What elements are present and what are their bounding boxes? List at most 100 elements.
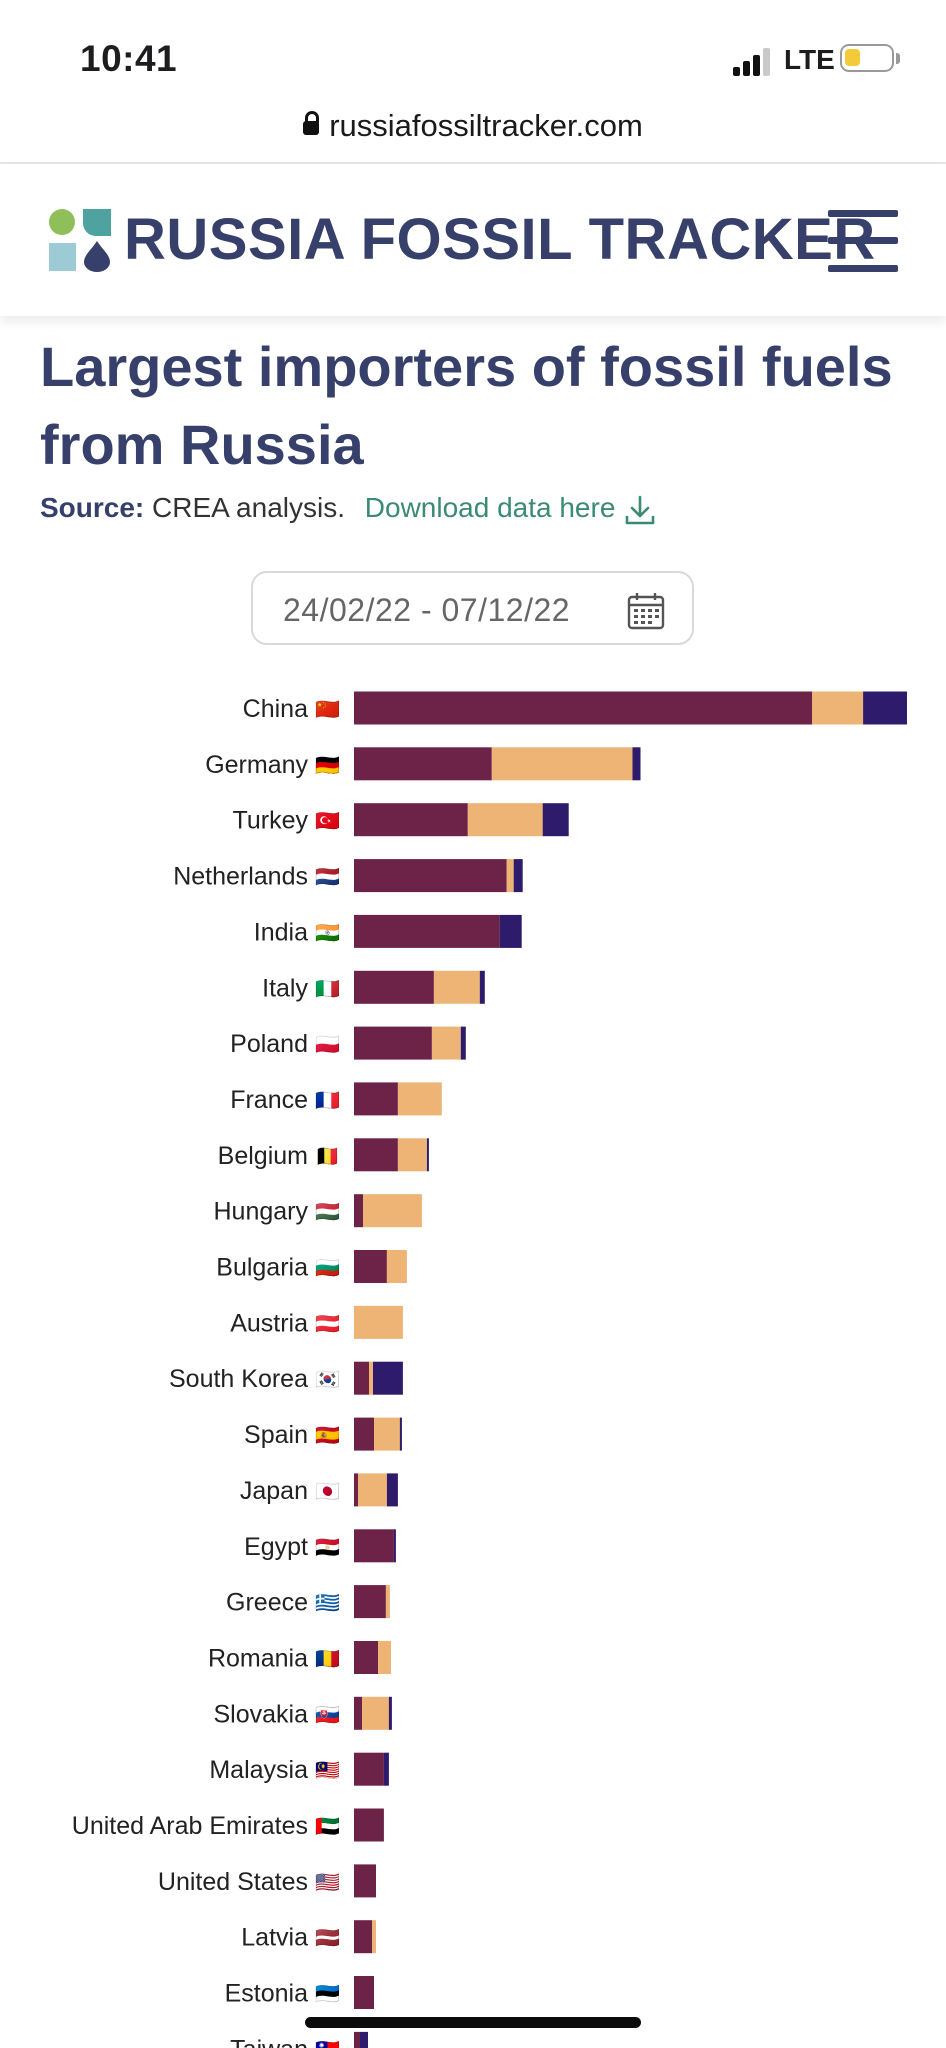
bar-segment[interactable] xyxy=(467,803,543,837)
country-flag: 🇧🇬 xyxy=(315,1258,340,1280)
signal-icon xyxy=(733,46,773,76)
category-label: Spain xyxy=(244,1421,308,1449)
battery-icon xyxy=(840,44,894,72)
category-label: Malaysia xyxy=(209,1756,308,1784)
bar-segment[interactable] xyxy=(354,1082,398,1116)
bar-segment[interactable] xyxy=(378,1641,391,1674)
page-title: Largest importers of fossil fuels from R… xyxy=(40,335,893,476)
bar-segment[interactable] xyxy=(354,691,813,725)
country-flag: 🇫🇷 xyxy=(315,1090,340,1112)
url-text: russiafossiltracker.com xyxy=(329,108,643,143)
category-label: India xyxy=(254,918,308,946)
bar-segment[interactable] xyxy=(460,1026,466,1060)
bar-segment[interactable] xyxy=(431,1026,461,1060)
battery-tip xyxy=(896,53,900,64)
bar-segment[interactable] xyxy=(354,1696,362,1730)
bar-segment[interactable] xyxy=(354,1920,372,1954)
category-label: China xyxy=(243,695,308,723)
country-flag: 🇲🇾 xyxy=(315,1760,340,1782)
bar-segment[interactable] xyxy=(354,1250,387,1283)
bar-segment[interactable] xyxy=(399,1417,402,1451)
bar-segment[interactable] xyxy=(354,1417,374,1451)
bar-segment[interactable] xyxy=(369,1361,373,1395)
bar-segment[interactable] xyxy=(354,914,500,948)
date-range-picker[interactable]: 24/02/22 - 07/12/22 xyxy=(251,571,694,645)
battery-level xyxy=(845,49,860,66)
bar-segment[interactable] xyxy=(397,1138,427,1172)
bar-segment[interactable] xyxy=(354,803,468,837)
bar-segment[interactable] xyxy=(372,1920,376,1954)
bar-segment[interactable] xyxy=(360,2031,368,2048)
bar-segment[interactable] xyxy=(354,1808,384,1842)
bar-segment[interactable] xyxy=(354,859,507,893)
bar-segment[interactable] xyxy=(354,1585,386,1619)
menu-button[interactable] xyxy=(828,210,898,272)
network-type: LTE xyxy=(784,44,835,75)
country-flag: 🇪🇸 xyxy=(315,1425,340,1447)
category-label: United Arab Emirates xyxy=(72,1812,308,1840)
home-indicator[interactable] xyxy=(305,2017,641,2028)
category-label: France xyxy=(230,1086,308,1114)
bar-segment[interactable] xyxy=(388,1696,392,1730)
bar-segment[interactable] xyxy=(542,803,569,837)
bar-segment[interactable] xyxy=(386,1473,398,1507)
category-label: United States xyxy=(158,1868,308,1896)
bar-segment[interactable] xyxy=(354,1752,384,1786)
bar-segment[interactable] xyxy=(499,914,522,948)
bar-segment[interactable] xyxy=(354,747,492,781)
bar-segment[interactable] xyxy=(491,747,633,781)
category-label: Latvia xyxy=(241,1924,308,1952)
bar-segment[interactable] xyxy=(393,1529,396,1563)
country-flag: 🇵🇱 xyxy=(315,1034,340,1056)
bar-segment[interactable] xyxy=(354,1026,432,1060)
bar-segment[interactable] xyxy=(812,691,864,725)
country-flag: 🇬🇷 xyxy=(315,1593,340,1615)
bar-segment[interactable] xyxy=(383,1752,389,1786)
bar-segment[interactable] xyxy=(363,1194,422,1228)
logo-icon[interactable] xyxy=(48,208,112,272)
bar-segment[interactable] xyxy=(354,970,434,1004)
category-label: Netherlands xyxy=(173,863,308,891)
bar-segment[interactable] xyxy=(373,1361,403,1395)
bar-segment[interactable] xyxy=(354,1864,376,1898)
download-icon xyxy=(626,495,655,524)
bar-segment[interactable] xyxy=(354,2031,360,2048)
bar-segment[interactable] xyxy=(354,1473,358,1507)
status-bar: 10:41 LTE xyxy=(0,0,946,110)
bar-segment[interactable] xyxy=(354,1305,403,1339)
bar-segment[interactable] xyxy=(506,859,514,893)
importers-bar-chart: China 🇨🇳 Germany 🇩🇪 Turkey 🇹🇷 Netherlands 🇳🇱 Ind… xyxy=(72,691,907,2048)
country-flag: 🇳🇱 xyxy=(315,867,340,889)
download-data-link[interactable]: Download data here xyxy=(365,492,658,524)
divider xyxy=(0,162,946,164)
category-label: South Korea xyxy=(169,1365,308,1393)
bar-segment[interactable] xyxy=(358,1473,387,1507)
bar-segment[interactable] xyxy=(385,1585,390,1619)
site-logo-text[interactable]: RUSSIA FOSSIL TRACKER xyxy=(124,207,876,272)
country-flag: 🇩🇪 xyxy=(315,755,340,777)
bar-segment[interactable] xyxy=(632,747,641,781)
bar-segment[interactable] xyxy=(426,1138,429,1172)
country-flag: 🇹🇼 xyxy=(315,2039,340,2048)
bar-segment[interactable] xyxy=(433,970,480,1004)
bar-segment[interactable] xyxy=(354,1976,374,2009)
bar-segment[interactable] xyxy=(863,691,907,725)
country-flag: 🇮🇹 xyxy=(315,978,340,1000)
lock-icon xyxy=(303,111,320,135)
bar-segment[interactable] xyxy=(362,1696,389,1730)
category-label: Romania xyxy=(208,1644,308,1672)
country-flag: 🇸🇰 xyxy=(315,1704,340,1726)
bar-segment[interactable] xyxy=(479,970,485,1004)
bar-segment[interactable] xyxy=(374,1417,400,1451)
bar-segment[interactable] xyxy=(354,1529,394,1563)
address-bar[interactable]: russiafossiltracker.com xyxy=(0,108,946,162)
bar-segment[interactable] xyxy=(354,1361,369,1395)
bar-segment[interactable] xyxy=(354,1641,378,1674)
bar-segment[interactable] xyxy=(354,1194,363,1228)
bar-segment[interactable] xyxy=(513,859,523,893)
bar-segment[interactable] xyxy=(386,1250,407,1283)
bar-segment[interactable] xyxy=(397,1082,442,1116)
bar-segment[interactable] xyxy=(354,1138,398,1172)
category-label: Estonia xyxy=(225,1980,308,2008)
country-flag: 🇷🇴 xyxy=(315,1648,340,1670)
